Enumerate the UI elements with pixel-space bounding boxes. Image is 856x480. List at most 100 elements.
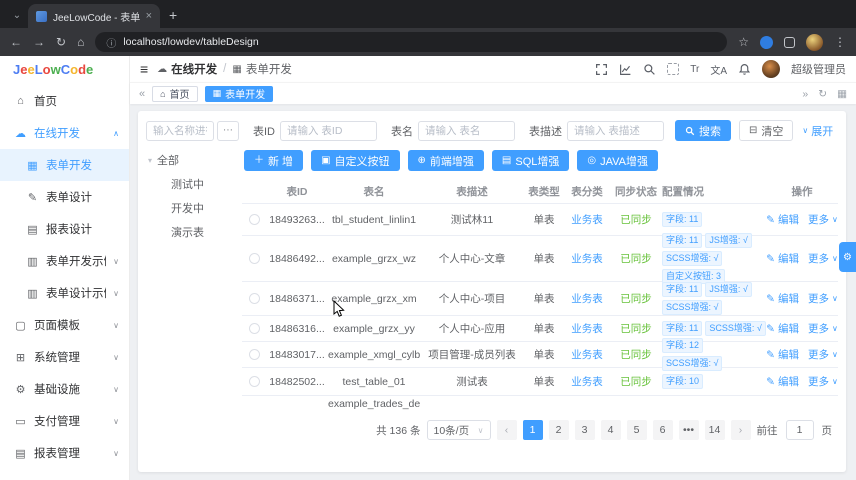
browser-menu-icon[interactable]: ⋮ [834, 35, 846, 49]
site-info-icon[interactable]: ⓘ [106, 38, 117, 50]
java-enhance-button[interactable]: ◎ JAVA增强 [577, 150, 658, 171]
frontend-enhance-button[interactable]: ⊕ 前端增强 [407, 150, 484, 171]
user-avatar[interactable] [762, 60, 780, 78]
page-button-3[interactable]: 3 [574, 420, 595, 440]
expand-toggle[interactable]: ∨ 展开 [802, 125, 834, 138]
edit-button[interactable]: ✎ 编辑 [766, 292, 799, 306]
tab-home[interactable]: ⌂ 首页 [152, 85, 198, 102]
row-radio[interactable] [248, 293, 260, 304]
tree-node-demo[interactable]: 演示表 [171, 227, 204, 239]
table-name-input[interactable] [418, 120, 515, 141]
row-radio[interactable] [248, 323, 260, 334]
search-icon[interactable] [643, 63, 656, 76]
notification-bell-icon[interactable] [738, 63, 751, 76]
sidebar-item-table-dev[interactable]: ▦ 表单开发 [0, 149, 129, 181]
tree-filter-more-button[interactable]: ⋯ [217, 120, 239, 141]
more-button[interactable]: 更多 ∨ [807, 214, 838, 226]
row-radio[interactable] [248, 349, 260, 360]
edit-button[interactable]: ✎ 编辑 [766, 375, 799, 389]
sidebar-item-page-templates[interactable]: ▢ 页面模板 ∨ [15, 319, 119, 333]
add-button[interactable]: ＋新 增 [244, 150, 304, 171]
page-button-5[interactable]: 5 [626, 420, 647, 440]
sidebar-item-form-dev-examples[interactable]: ▥表单开发示例∨ [27, 255, 119, 269]
sidebar-item-system-mgmt[interactable]: ⊞ 系统管理 ∨ [15, 351, 119, 365]
extensions-puzzle-icon[interactable] [784, 36, 795, 48]
bookmark-star-icon[interactable]: ☆ [738, 35, 749, 49]
sidebar-item-infrastructure[interactable]: ⚙ 基础设施 ∨ [15, 383, 119, 397]
table-id-input[interactable] [280, 120, 377, 141]
prev-page-button[interactable]: ‹ [496, 420, 517, 440]
forward-icon[interactable]: → [33, 35, 45, 49]
table-row: 18482502... test_table_01 测试表 单表 业务表 已同步… [242, 368, 838, 396]
page-button-4[interactable]: 4 [600, 420, 621, 440]
tree-filter-input[interactable] [146, 120, 214, 141]
i18n-icon[interactable]: 文A [710, 65, 727, 77]
row-radio[interactable] [248, 376, 260, 387]
settings-drawer-handle[interactable]: ⚙ [839, 242, 856, 272]
more-button[interactable]: 更多 ∨ [807, 349, 838, 361]
extension-icon[interactable] [760, 35, 773, 49]
user-name[interactable]: 超级管理员 [791, 64, 846, 76]
sync-status-badge: 已同步 [620, 253, 652, 265]
sql-enhance-button[interactable]: ▤ SQL增强 [491, 150, 570, 171]
table-desc-input[interactable] [567, 120, 664, 141]
back-icon[interactable]: ← [10, 35, 22, 49]
fullscreen-icon[interactable] [595, 63, 608, 76]
config-tag: JS增强: √ [705, 233, 752, 248]
tab-refresh-icon[interactable]: ↻ [818, 87, 828, 100]
edit-pencil-icon: ✎ [766, 292, 775, 305]
search-button[interactable]: 搜索 [675, 120, 731, 141]
layout-size-icon[interactable] [619, 63, 632, 76]
more-button[interactable]: 更多 ∨ [807, 293, 838, 305]
font-size-icon[interactable]: Tr [690, 63, 700, 75]
row-radio[interactable] [248, 214, 260, 225]
tab-close-icon[interactable]: × [145, 10, 152, 22]
tree-node-all[interactable]: ▾ 全部 [148, 155, 180, 167]
page-button-2[interactable]: 2 [548, 420, 569, 440]
page-button-6[interactable]: 6 [652, 420, 673, 440]
edit-button[interactable]: ✎ 编辑 [766, 322, 799, 336]
more-button[interactable]: 更多 ∨ [807, 253, 838, 265]
tree-node-testing[interactable]: 测试中 [171, 179, 204, 191]
tab-table-dev[interactable]: ▦ 表单开发 [204, 85, 274, 102]
hamburger-icon[interactable]: ≡ [140, 61, 149, 77]
edit-button[interactable]: ✎ 编辑 [766, 348, 799, 362]
browser-profile-avatar[interactable] [806, 33, 823, 51]
reload-icon[interactable]: ↻ [56, 35, 67, 49]
tabs-scroll-right-icon[interactable]: » [802, 87, 809, 100]
home-icon[interactable]: ⌂ [77, 35, 85, 49]
sidebar-item-home[interactable]: ⌂ 首页 [0, 85, 129, 117]
tab-search-chevron-icon[interactable]: ⌄ [12, 9, 22, 21]
header-config: 配置情况 [662, 186, 704, 198]
sidebar-item-payment-mgmt[interactable]: ▭ 支付管理 ∨ [15, 415, 119, 429]
sidebar-item-form-design-examples[interactable]: ▥表单设计示例∨ [27, 287, 119, 301]
row-radio[interactable] [248, 253, 260, 264]
address-bar[interactable]: ⓘ localhost/lowdev/tableDesign [95, 32, 728, 52]
lock-screen-icon[interactable] [667, 63, 680, 75]
goto-page-input[interactable] [785, 420, 814, 440]
next-page-button[interactable]: › [730, 420, 751, 440]
page-button-1[interactable]: 1 [522, 420, 543, 440]
sidebar-item-form-design[interactable]: ✎ 表单设计 [27, 191, 92, 205]
new-tab-button[interactable]: + [169, 7, 178, 23]
browser-tab[interactable]: JeeLowCode - 表单开发 × [28, 4, 160, 28]
more-button[interactable]: 更多 ∨ [807, 323, 838, 335]
tab-layout-icon[interactable]: ▦ [837, 87, 847, 100]
edit-button[interactable]: ✎ 编辑 [766, 252, 799, 266]
more-button[interactable]: 更多 ∨ [807, 376, 838, 388]
page-ellipsis[interactable]: ••• [678, 420, 699, 440]
edit-button[interactable]: ✎ 编辑 [766, 213, 799, 227]
tabs-scroll-left-icon[interactable]: « [139, 87, 146, 100]
page-size-select[interactable]: 10条/页 ∨ [426, 420, 491, 440]
favicon [36, 10, 47, 22]
sidebar-item-online-dev[interactable]: ☁ 在线开发 ∧ [15, 127, 119, 141]
sidebar-item-report-mgmt[interactable]: ▤ 报表管理 ∨ [15, 447, 119, 461]
tree-node-developing[interactable]: 开发中 [171, 203, 204, 215]
page-button-14[interactable]: 14 [704, 420, 725, 440]
clear-button[interactable]: ⊟ 清空 [739, 120, 794, 141]
sidebar-item-report-design[interactable]: ▤ 报表设计 [27, 223, 92, 237]
page-unit-label: 页 [821, 424, 833, 437]
breadcrumb-parent[interactable]: 在线开发 [171, 64, 218, 76]
custom-button-button[interactable]: ▣ 自定义按钮 [311, 150, 400, 171]
